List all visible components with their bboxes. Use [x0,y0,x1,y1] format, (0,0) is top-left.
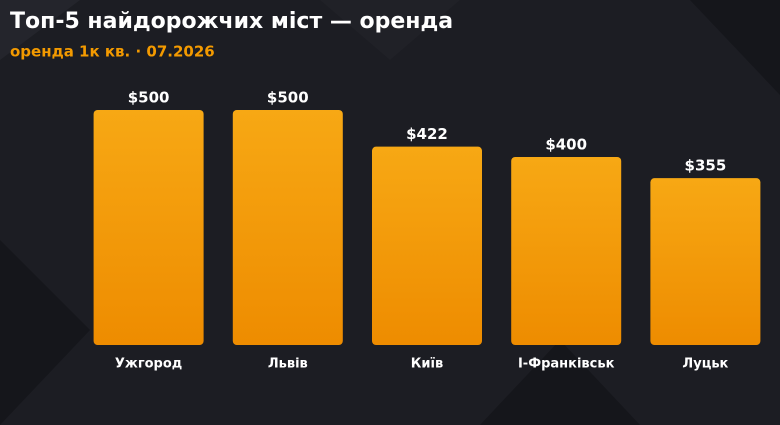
decor [0,0,80,60]
x-tick-label: Ужгород [115,357,182,372]
chart-title: Топ-5 найдорожчих міст — оренда [10,9,453,34]
x-tick-label: І-Франківськ [518,357,615,372]
bar [93,110,204,345]
x-tick-label: Київ [411,357,443,372]
decor [0,240,90,425]
x-tick-label: Луцьк [682,357,728,372]
decor [480,340,640,425]
value-label: $400 [545,136,587,154]
decor [690,0,780,95]
decor [320,0,460,60]
chart-subtitle: оренда 1к кв. · 07.2026 [10,43,215,61]
value-label: $500 [128,89,170,107]
value-label: $422 [406,125,448,143]
value-label: $500 [267,89,309,107]
bar [511,157,622,345]
x-tick-label: Львів [268,357,308,372]
bar [232,110,343,345]
bar [650,178,761,345]
value-label: $355 [685,157,727,175]
bar [372,146,482,345]
